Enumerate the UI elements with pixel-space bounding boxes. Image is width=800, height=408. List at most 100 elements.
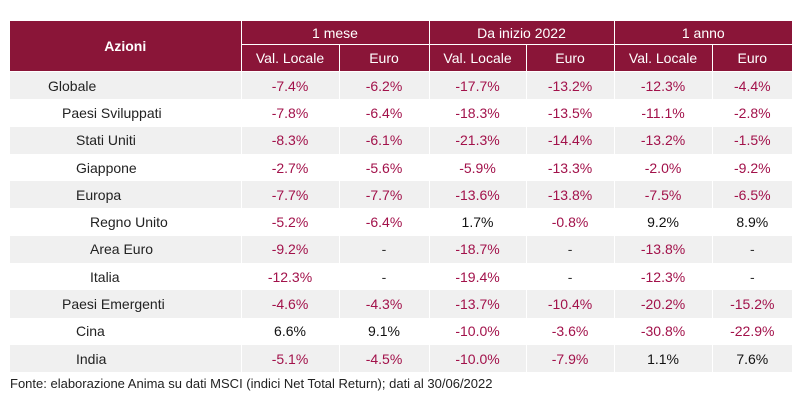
value-cell: -1.5% (712, 126, 793, 154)
value-cell: -4.6% (241, 290, 340, 318)
header-group-1-anno: 1 anno (614, 21, 793, 45)
value-cell: 9.2% (614, 208, 713, 236)
value-cell: -4.5% (339, 344, 430, 373)
value-cell: -12.3% (614, 71, 713, 100)
value-cell: -13.2% (526, 71, 615, 100)
table-row: Cina 6.6% 9.1% -10.0% -3.6% -30.8% -22.9% (10, 317, 793, 345)
value-cell: -13.6% (429, 181, 527, 209)
header-subcol: Val. Locale (614, 44, 713, 72)
value-cell: -10.0% (429, 317, 527, 345)
value-cell: -7.9% (526, 344, 615, 373)
table-row: Paesi Sviluppati -7.8% -6.4% -18.3% -13.5% -1… (10, 99, 793, 127)
value-cell: -13.8% (526, 181, 615, 209)
value-cell: -5.2% (241, 208, 340, 236)
value-cell: -7.4% (241, 71, 340, 100)
value-cell: - (526, 235, 615, 264)
value-cell: -22.9% (712, 317, 793, 345)
table-body: Globale -7.4% -6.2% -17.7% -13.2% -12.3% -4.4%… (10, 71, 793, 373)
value-cell: -6.5% (712, 181, 793, 209)
value-cell: - (712, 263, 793, 291)
returns-table: Azioni 1 mese Da inizio 2022 1 anno Val.… (10, 21, 793, 373)
row-label: Giappone (10, 153, 242, 182)
value-cell: -9.2% (712, 153, 793, 182)
value-cell: -6.1% (339, 126, 430, 154)
value-cell: -10.0% (429, 344, 527, 373)
header-subcol: Euro (712, 44, 793, 72)
value-cell: -2.7% (241, 153, 340, 182)
value-cell: 8.9% (712, 208, 793, 236)
value-cell: -13.7% (429, 290, 527, 318)
header-subcol: Euro (339, 44, 430, 72)
table-row: Regno Unito -5.2% -6.4% 1.7% -0.8% 9.2% 8.9% (10, 208, 793, 236)
table-row: Italia -12.3% - -19.4% - -12.3% - (10, 263, 793, 291)
value-cell: -11.1% (614, 99, 713, 127)
value-cell: -4.3% (339, 290, 430, 318)
table-row: Stati Uniti -8.3% -6.1% -21.3% -14.4% -13.2% -… (10, 126, 793, 154)
value-cell: -0.8% (526, 208, 615, 236)
returns-table-container: Azioni 1 mese Da inizio 2022 1 anno Val.… (10, 21, 793, 373)
value-cell: -6.2% (339, 71, 430, 100)
header-subcol: Euro (526, 44, 615, 72)
value-cell: - (712, 235, 793, 264)
value-cell: -3.6% (526, 317, 615, 345)
row-label: Paesi Emergenti (10, 290, 242, 318)
row-label: Cina (10, 317, 242, 345)
value-cell: - (339, 235, 430, 264)
value-cell: -13.3% (526, 153, 615, 182)
value-cell: -21.3% (429, 126, 527, 154)
value-cell: -10.4% (526, 290, 615, 318)
value-cell: -30.8% (614, 317, 713, 345)
value-cell: -5.6% (339, 153, 430, 182)
header-subcol: Val. Locale (429, 44, 527, 72)
value-cell: -17.7% (429, 71, 527, 100)
header-subcol: Val. Locale (241, 44, 340, 72)
value-cell: -18.7% (429, 235, 527, 264)
row-label: Paesi Sviluppati (10, 99, 242, 127)
value-cell: -2.8% (712, 99, 793, 127)
value-cell: -7.7% (241, 181, 340, 209)
table-row: Area Euro -9.2% - -18.7% - -13.8% - (10, 235, 793, 264)
value-cell: -7.5% (614, 181, 713, 209)
value-cell: -6.4% (339, 99, 430, 127)
value-cell: -9.2% (241, 235, 340, 264)
row-label: India (10, 344, 242, 373)
value-cell: 7.6% (712, 344, 793, 373)
table-row: India -5.1% -4.5% -10.0% -7.9% 1.1% 7.6% (10, 344, 793, 373)
row-label: Italia (10, 263, 242, 291)
row-label: Regno Unito (10, 208, 242, 236)
value-cell: -15.2% (712, 290, 793, 318)
value-cell: -12.3% (241, 263, 340, 291)
table-row: Paesi Emergenti -4.6% -4.3% -13.7% -10.4% -20… (10, 290, 793, 318)
value-cell: -5.1% (241, 344, 340, 373)
value-cell: -13.2% (614, 126, 713, 154)
value-cell: -8.3% (241, 126, 340, 154)
header-azioni: Azioni (10, 21, 242, 72)
value-cell: -14.4% (526, 126, 615, 154)
value-cell: -20.2% (614, 290, 713, 318)
value-cell: 6.6% (241, 317, 340, 345)
value-cell: 1.1% (614, 344, 713, 373)
table-row: Globale -7.4% -6.2% -17.7% -13.2% -12.3% -4.4% (10, 71, 793, 100)
value-cell: -4.4% (712, 71, 793, 100)
header-group-1-mese: 1 mese (241, 21, 430, 45)
value-cell: - (339, 263, 430, 291)
value-cell: -19.4% (429, 263, 527, 291)
value-cell: -13.5% (526, 99, 615, 127)
row-label: Globale (10, 71, 242, 100)
value-cell: -5.9% (429, 153, 527, 182)
row-label: Stati Uniti (10, 126, 242, 154)
row-label: Europa (10, 181, 242, 209)
value-cell: -18.3% (429, 99, 527, 127)
value-cell: - (526, 263, 615, 291)
table-row: Giappone -2.7% -5.6% -5.9% -13.3% -2.0% -9.2% (10, 153, 793, 182)
value-cell: -6.4% (339, 208, 430, 236)
value-cell: 1.7% (429, 208, 527, 236)
source-footnote: Fonte: elaborazione Anima su dati MSCI (… (10, 376, 493, 391)
row-label: Area Euro (10, 235, 242, 264)
table-row: Europa -7.7% -7.7% -13.6% -13.8% -7.5% -6.5% (10, 181, 793, 209)
value-cell: -2.0% (614, 153, 713, 182)
value-cell: -13.8% (614, 235, 713, 264)
value-cell: -12.3% (614, 263, 713, 291)
value-cell: -7.8% (241, 99, 340, 127)
value-cell: -7.7% (339, 181, 430, 209)
